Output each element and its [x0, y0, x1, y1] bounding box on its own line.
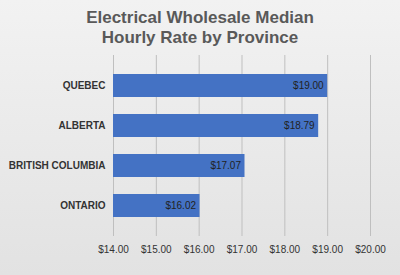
- svg-text:$18.00: $18.00: [270, 243, 301, 254]
- svg-text:$16.00: $16.00: [184, 243, 215, 254]
- svg-text:$19.00: $19.00: [312, 243, 343, 254]
- html-text:Electrical Wholesale Median Ho: Electrical Wholesale Median Hourly Rate …: [86, 8, 314, 48]
- svg-text:$17.07: $17.07: [210, 160, 241, 171]
- svg-text:$16.02: $16.02: [165, 200, 196, 211]
- svg-text:$18.79: $18.79: [284, 120, 315, 131]
- svg-text:$14.00: $14.00: [98, 243, 129, 254]
- svg-text:ALBERTA: ALBERTA: [58, 120, 105, 131]
- svg-text:$19.00: $19.00: [293, 80, 324, 91]
- svg-text:$15.00: $15.00: [141, 243, 172, 254]
- svg-text:$17.00: $17.00: [227, 243, 258, 254]
- svg-text:$20.00: $20.00: [355, 243, 386, 254]
- svg-text:ONTARIO: ONTARIO: [60, 200, 106, 211]
- svg-text:QUEBEC: QUEBEC: [63, 80, 106, 91]
- svg-text:BRITISH COLUMBIA: BRITISH COLUMBIA: [9, 160, 106, 171]
